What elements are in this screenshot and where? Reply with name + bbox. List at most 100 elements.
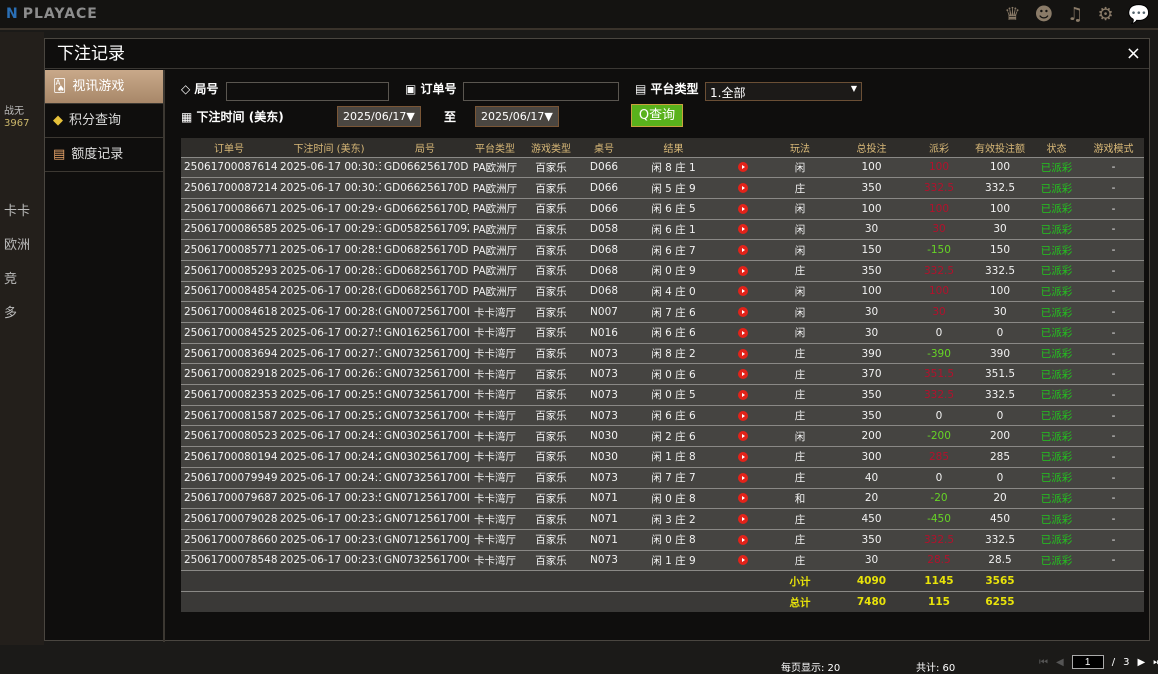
play-icon[interactable]: [737, 245, 748, 256]
table-cell: 百家乐: [521, 363, 581, 385]
table-cell: 百家乐: [521, 218, 581, 240]
table-cell: 351.5: [908, 363, 970, 385]
table-cell: -200: [908, 425, 970, 447]
table-cell: 闲 1 庄 8: [627, 446, 720, 468]
play-icon[interactable]: [737, 348, 748, 359]
table-cell: 百家乐: [521, 508, 581, 530]
play-icon[interactable]: [737, 493, 748, 504]
platform-select[interactable]: 1.全部 ▼: [705, 82, 862, 101]
play-icon[interactable]: [737, 534, 748, 545]
play-icon[interactable]: [737, 389, 748, 400]
content: ◇ 局号 ▣ 订单号 ▤ 平台类型 1.全部 ▼ ▦ 下注时间 (美东) 2025…: [181, 70, 1158, 674]
date-to[interactable]: 2025/06/17▼: [475, 106, 559, 127]
play-icon[interactable]: [737, 472, 748, 483]
close-icon[interactable]: ×: [1125, 43, 1141, 64]
play-icon[interactable]: [737, 183, 748, 194]
bg-text: 战无: [4, 106, 24, 117]
time-label: ▦ 下注时间 (美东): [181, 110, 284, 124]
table-cell: 百家乐: [521, 446, 581, 468]
table-cell: 2025-06-17 00:27:13: [277, 342, 381, 364]
document-icon: ▤: [53, 146, 66, 162]
table-cell: N073: [581, 363, 627, 385]
table-cell: 2025-06-17 00:30:36: [277, 156, 381, 178]
table-cell: 2025-06-17 00:30:11: [277, 177, 381, 199]
table-cell: 闲: [765, 425, 835, 447]
play-icon[interactable]: [737, 307, 748, 318]
table-row: 250617000846184 2025-06-17 00:28:00 GN0072…: [181, 301, 1144, 323]
table-cell: -: [1083, 425, 1144, 447]
table-cell: -: [1083, 218, 1144, 240]
next-page-icon[interactable]: ▶: [1137, 656, 1146, 668]
table-cell: 闲 0 庄 8: [627, 487, 720, 509]
prev-page-icon[interactable]: ◀: [1056, 656, 1064, 668]
video-replay-cell: [720, 404, 765, 426]
date-from[interactable]: 2025/06/17▼: [337, 106, 421, 127]
message-icon[interactable]: 💬: [1127, 4, 1150, 25]
table-cell: 332.5: [908, 384, 970, 406]
table-cell: D066: [581, 197, 627, 220]
table-cell: 350: [835, 384, 908, 406]
table-cell: GD066256170DL: [381, 156, 469, 178]
play-icon[interactable]: [737, 431, 748, 442]
round-input[interactable]: [226, 82, 389, 101]
per-page: 每页显示: 20: [781, 663, 841, 674]
table-cell: 闲 6 庄 7: [627, 239, 720, 261]
last-page-icon[interactable]: ⏭: [1153, 656, 1158, 668]
play-icon[interactable]: [737, 327, 748, 338]
chat-agent-icon[interactable]: ☻: [1034, 4, 1054, 25]
table-cell: 庄: [765, 363, 835, 385]
sidebar-item-points[interactable]: ◆ 积分查询: [45, 104, 163, 138]
total-payout: 115: [908, 590, 970, 613]
play-icon[interactable]: [737, 203, 748, 214]
table-cell: N073: [581, 384, 627, 406]
table-cell: 450: [835, 508, 908, 530]
table-cell: 庄: [765, 446, 835, 468]
video-replay-cell: [720, 301, 765, 323]
table-row: 250617000801948 2025-06-17 00:24:21 GN0302…: [181, 446, 1144, 468]
play-icon[interactable]: [737, 265, 748, 276]
table-cell: -: [1083, 259, 1144, 282]
table-cell: -: [1083, 404, 1144, 426]
play-icon[interactable]: [737, 410, 748, 421]
play-icon[interactable]: [737, 514, 748, 525]
video-replay-cell: [720, 156, 765, 178]
table-cell: 30: [970, 218, 1030, 240]
play-icon[interactable]: [737, 224, 748, 235]
gear-icon[interactable]: ⚙: [1097, 4, 1114, 25]
table-cell: 闲: [765, 322, 835, 344]
video-replay-cell: [720, 342, 765, 364]
table-cell: 30: [908, 218, 970, 240]
sidebar-item-credit-records[interactable]: ▤ 额度记录: [45, 138, 163, 172]
play-icon[interactable]: [737, 555, 748, 566]
table-cell: 和: [765, 487, 835, 509]
music-icon[interactable]: ♫: [1067, 4, 1084, 25]
order-input[interactable]: [463, 82, 619, 101]
table-cell: 已派彩: [1030, 404, 1083, 426]
table-cell: 332.5: [970, 384, 1030, 406]
table-cell: 250617000852930: [181, 259, 277, 282]
play-icon[interactable]: [737, 451, 748, 462]
table-cell: 已派彩: [1030, 280, 1083, 302]
page-input[interactable]: [1071, 655, 1104, 669]
table-cell: 250617000790281: [181, 508, 277, 530]
play-icon[interactable]: [737, 162, 748, 173]
table-cell: PA欧洲厅: [469, 177, 521, 199]
table-cell: D068: [581, 239, 627, 261]
sidebar-item-video-games[interactable]: 🂡 视讯游戏: [45, 70, 163, 104]
table-cell: D066: [581, 156, 627, 178]
table-cell: 2025-06-17 00:23:03: [277, 549, 381, 571]
play-icon[interactable]: [737, 369, 748, 380]
video-replay-cell: [720, 528, 765, 551]
video-replay-cell: [720, 446, 765, 468]
table-cell: 卡卡湾厅: [469, 549, 521, 571]
table-cell: -: [1083, 384, 1144, 406]
table-cell: 庄: [765, 384, 835, 406]
table-cell: 已派彩: [1030, 425, 1083, 447]
table-cell: 闲 7 庄 7: [627, 466, 720, 488]
table-row: 250617000790281 2025-06-17 00:23:26 GN0712…: [181, 508, 1144, 530]
first-page-icon[interactable]: ⏮: [1039, 656, 1048, 668]
query-button[interactable]: Q查询: [631, 104, 683, 127]
background-panel: 战无 3967 卡卡 欧洲 竞 多: [0, 32, 44, 645]
vip-icon[interactable]: ♛: [1004, 4, 1021, 25]
play-icon[interactable]: [737, 286, 748, 297]
